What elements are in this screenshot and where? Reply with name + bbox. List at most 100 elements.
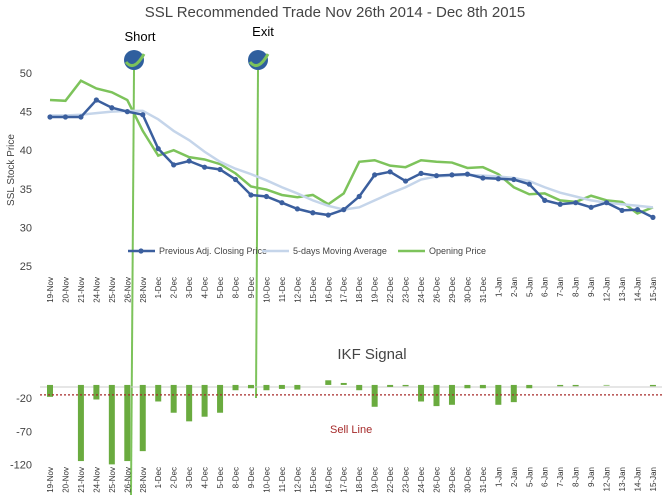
y-tick-label: 35	[20, 184, 32, 196]
data-point	[217, 166, 223, 173]
x-tick-label: 24-Dec	[417, 467, 426, 493]
x-tick-label: 25-Nov	[108, 277, 117, 303]
x-tick-label: 1-Dec	[154, 277, 163, 298]
x-tick-label: 8-Dec	[232, 467, 241, 488]
x-tick-label: 20-Nov	[61, 277, 70, 303]
x-tick-label: 2-Dec	[170, 467, 179, 488]
x-tick-label: 6-Jan	[541, 277, 550, 297]
logo-icon	[124, 50, 270, 70]
x-tick-label: 8-Jan	[572, 277, 581, 297]
legend-label: Opening Price	[429, 246, 486, 256]
x-tick-label: 22-Dec	[386, 467, 395, 493]
bar	[387, 384, 394, 387]
x-tick-label: 25-Nov	[108, 467, 117, 493]
x-tick-label: 31-Dec	[479, 277, 488, 303]
x-tick-label: 23-Dec	[402, 277, 411, 303]
data-point	[78, 114, 84, 120]
data-point	[47, 114, 53, 120]
x-tick-label: 21-Nov	[77, 277, 86, 303]
x-tick-label: 13-Jan	[618, 277, 627, 301]
x-tick-label: 26-Nov	[123, 277, 132, 303]
x-tick-label: 30-Dec	[463, 467, 472, 493]
x-tick-label: 17-Dec	[340, 277, 349, 303]
x-tick-label: 7-Jan	[556, 467, 565, 487]
data-point	[588, 204, 594, 210]
x-tick-label: 19-Dec	[371, 467, 380, 493]
data-point	[511, 176, 517, 183]
y-tick-label: 50	[20, 68, 32, 80]
bar	[278, 384, 285, 389]
bar	[139, 384, 146, 452]
data-point	[464, 171, 471, 177]
legend-swatch	[138, 248, 144, 254]
x-tick-label: 15-Jan	[649, 467, 658, 491]
x-tick-label: 20-Nov	[61, 467, 70, 493]
data-point	[480, 175, 486, 181]
x-tick-label: 28-Nov	[139, 277, 148, 303]
x-tick-label: 14-Jan	[633, 277, 642, 301]
bar	[294, 384, 301, 390]
bar	[464, 384, 471, 389]
x-tick-label: 14-Jan	[633, 467, 642, 491]
data-point	[140, 112, 146, 118]
data-point	[310, 210, 316, 216]
bar	[356, 384, 363, 391]
x-tick-label: 15-Dec	[309, 277, 318, 303]
x-tick-label: 9-Dec	[247, 467, 256, 488]
x-tick-label: 8-Jan	[572, 467, 581, 487]
signal-line	[130, 69, 135, 496]
bar	[201, 384, 208, 417]
x-tick-label: 5-Dec	[216, 277, 225, 298]
x-tick-label: 12-Jan	[603, 277, 612, 301]
data-point	[495, 176, 501, 182]
y-axis-label: SSL Stock Price	[6, 134, 17, 206]
x-tick-label: 19-Nov	[46, 277, 55, 303]
y-tick-label: -120	[10, 459, 32, 471]
x-tick-label: 1-Jan	[494, 277, 503, 297]
data-point	[634, 207, 641, 213]
x-tick-label: 30-Dec	[463, 277, 472, 303]
x-tick-label: 26-Dec	[433, 277, 442, 303]
bar	[526, 384, 533, 389]
x-tick-label: 28-Nov	[139, 467, 148, 493]
bar	[603, 384, 610, 386]
x-tick-label: 5-Jan	[525, 277, 534, 297]
bar	[232, 384, 239, 391]
data-point	[418, 170, 424, 176]
x-tick-label: 18-Dec	[355, 277, 364, 303]
bar	[47, 384, 53, 397]
x-tick-label: 26-Nov	[123, 467, 132, 493]
data-point	[93, 97, 99, 103]
x-tick-label: 15-Jan	[649, 277, 658, 301]
x-tick-label: 11-Dec	[278, 467, 287, 492]
bar	[263, 384, 270, 391]
bar	[186, 384, 193, 422]
x-tick-label: 19-Nov	[46, 467, 55, 493]
x-tick-label: 9-Jan	[587, 277, 596, 297]
y-tick-label: 30	[20, 222, 32, 234]
x-tick-label: 9-Dec	[247, 277, 256, 298]
bar	[77, 384, 84, 462]
x-tick-label: 5-Jan	[525, 467, 534, 487]
data-point	[402, 178, 409, 184]
bar	[448, 384, 455, 405]
data-point	[449, 172, 455, 178]
x-tick-label: 13-Jan	[618, 467, 627, 491]
data-point	[109, 105, 115, 111]
bar	[124, 384, 131, 462]
data-point	[542, 197, 548, 203]
x-tick-label: 21-Nov	[77, 467, 86, 493]
bar	[495, 384, 502, 405]
x-tick-label: 24-Nov	[92, 467, 101, 493]
data-point	[650, 214, 656, 220]
x-tick-label: 17-Dec	[340, 467, 349, 493]
data-point	[325, 212, 331, 218]
x-tick-label: 22-Dec	[386, 277, 395, 303]
series-line	[50, 98, 654, 219]
annotation: Short	[124, 29, 155, 44]
x-tick-label: 2-Dec	[170, 277, 179, 298]
data-point	[356, 193, 362, 200]
x-tick-label: 19-Dec	[371, 277, 380, 303]
x-tick-label: 3-Dec	[185, 277, 194, 298]
